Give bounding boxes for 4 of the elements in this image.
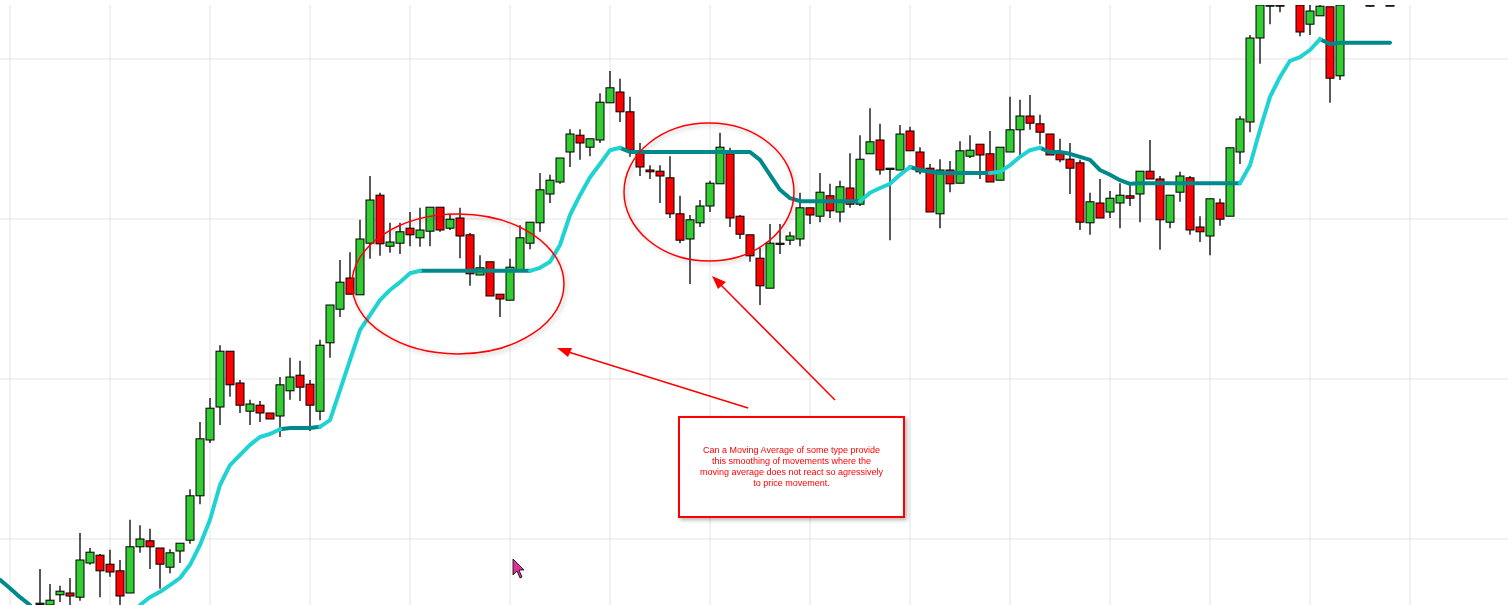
candlestick [635,142,645,177]
annotation: Can a Moving Average of some type provide this smoothing of movements where the moving average does not react so agressively to price movement. [698,445,885,489]
note-box: Can a Moving Average of some type provide this smoothing of movements where the moving average does not react so agressively to price movement. [678,416,905,518]
candlestick [175,542,185,564]
